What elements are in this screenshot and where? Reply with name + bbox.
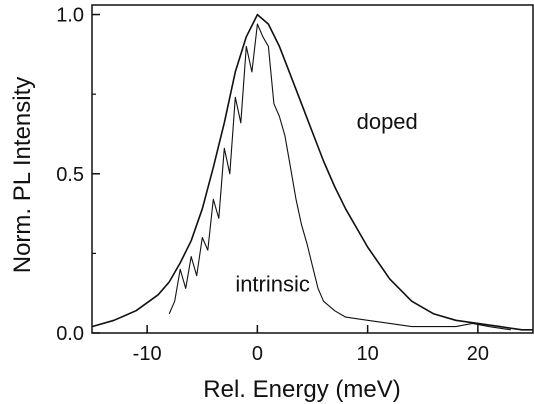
series-layer: [91, 13, 533, 331]
plot-area-border: [91, 4, 534, 334]
x-tick-label: -10: [133, 343, 162, 365]
x-tick-label: 0: [252, 343, 263, 365]
plot-frame: [91, 4, 534, 334]
y-tick-label: 1.0: [56, 5, 84, 27]
y-axis-ticks: 0.0 0.5 1.0: [56, 5, 100, 345]
annotation-layer: doped intrinsic: [235, 109, 417, 296]
x-tick-label: 20: [467, 343, 489, 365]
y-axis-title: Norm. PL Intensity: [9, 77, 36, 274]
x-axis-title: Rel. Energy (meV): [203, 376, 400, 403]
x-axis-ticks: -10 0 10 20: [133, 325, 489, 365]
series-line-doped: [91, 13, 533, 331]
y-tick-label: 0.5: [56, 164, 84, 186]
x-tick-label: 10: [357, 343, 379, 365]
annotation-doped: doped: [357, 109, 418, 134]
series-line-intrinsic: [168, 23, 511, 331]
annotation-intrinsic: intrinsic: [235, 272, 310, 297]
y-tick-label: 0.0: [56, 323, 84, 345]
